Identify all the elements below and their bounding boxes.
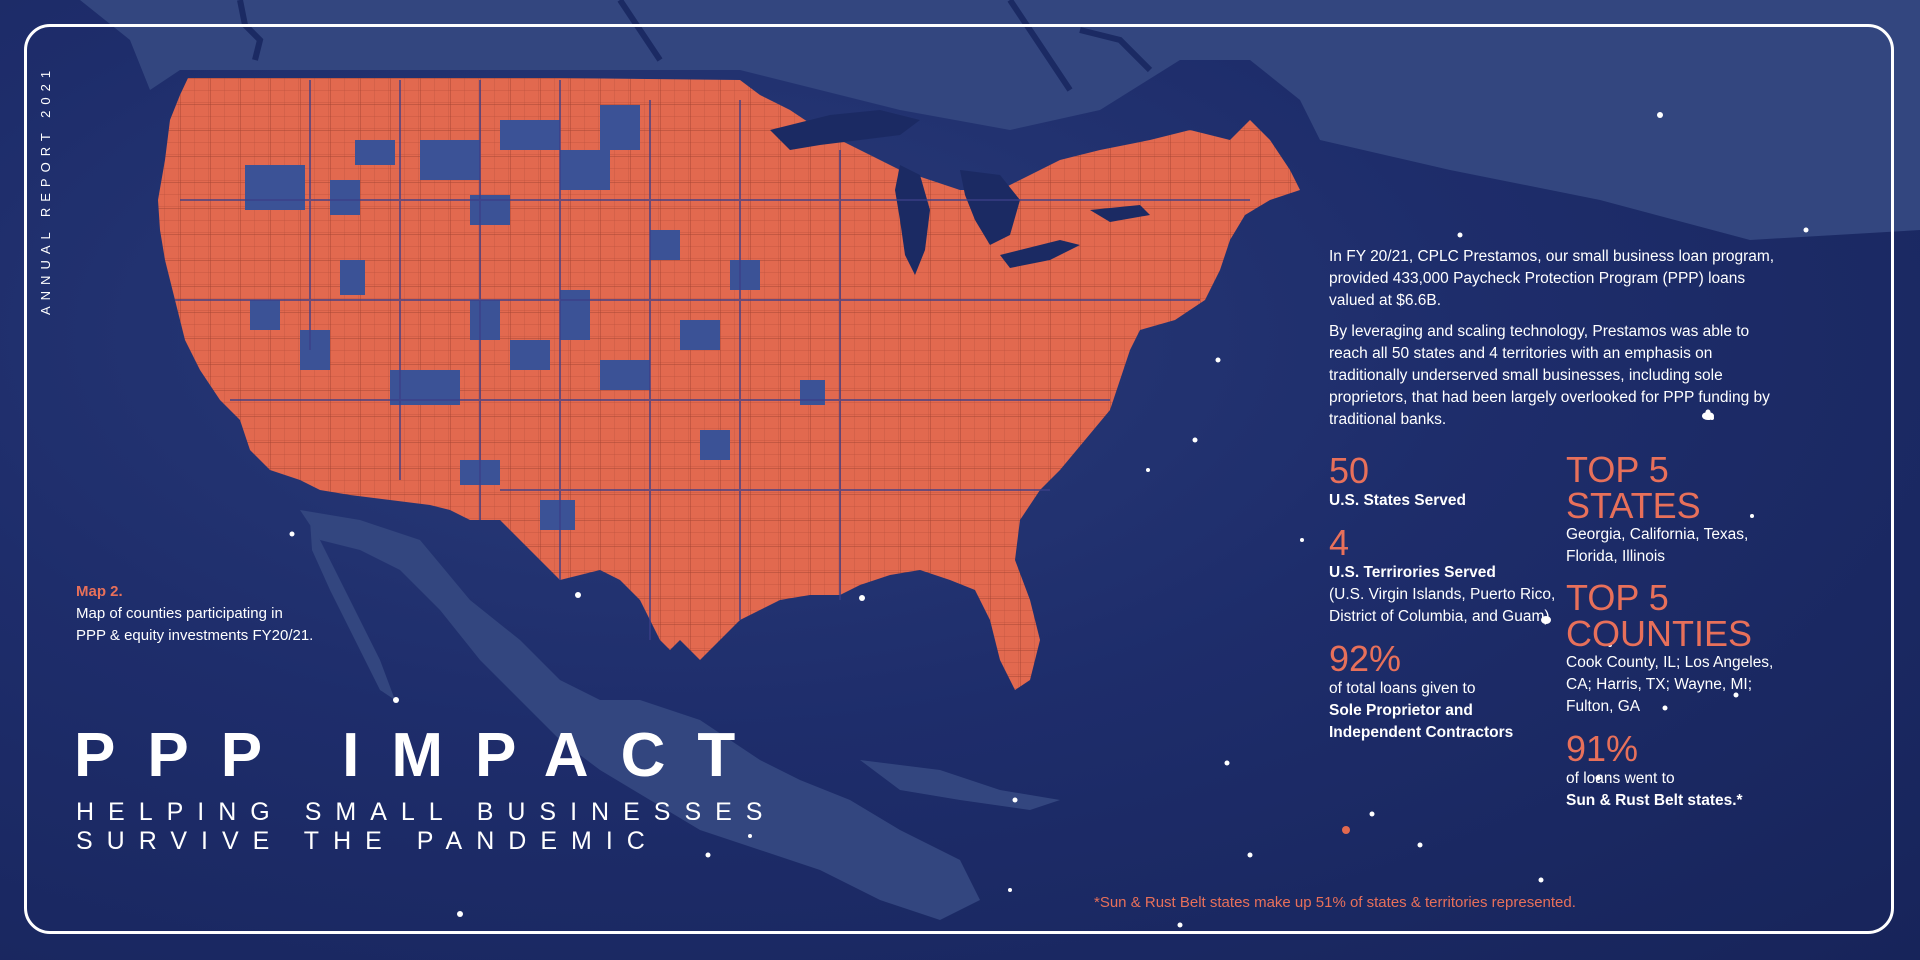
- stat-states-number: 50: [1329, 450, 1370, 491]
- intro-paragraph-2: By leveraging and scaling technology, Pr…: [1329, 323, 1770, 428]
- stat-sole-bold: Sole Proprietor and Independent Contract…: [1329, 702, 1514, 741]
- page-subheadline: HELPING SMALL BUSINESSES SURVIVE THE PAN…: [76, 798, 776, 856]
- canada-lakes: [237, 0, 1153, 92]
- stat-top-states: TOP 5 STATES Georgia, California, Texas,…: [1566, 452, 1796, 568]
- stat-territories-label: U.S. Terrirories Served: [1329, 564, 1496, 581]
- stat-sun-rust-belt: 91% of loans went to Sun & Rust Belt sta…: [1566, 730, 1796, 812]
- intro-text: In FY 20/21, CPLC Prestamos, our small b…: [1329, 246, 1789, 440]
- subhead-line-2: SURVIVE THE PANDEMIC: [76, 827, 659, 855]
- lake-ontario: [1090, 205, 1150, 222]
- state-boundaries: [175, 80, 1250, 640]
- map-caption-text: Map of counties participating in PPP & e…: [76, 605, 314, 644]
- stat-sole-text: of total loans given to: [1329, 680, 1476, 697]
- subhead-line-1: HELPING SMALL BUSINESSES: [76, 798, 777, 826]
- top-states-list: Georgia, California, Texas, Florida, Ill…: [1566, 526, 1749, 565]
- stat-territories: 4 U.S. Terrirories Served (U.S. Virgin I…: [1329, 524, 1559, 628]
- top-states-heading: TOP 5 STATES: [1566, 449, 1701, 526]
- stats-left-column: 50 U.S. States Served 4 U.S. Terrirories…: [1329, 448, 1559, 756]
- page-headline: PPP IMPACT: [74, 721, 768, 790]
- stat-territories-number: 4: [1329, 522, 1350, 563]
- top-counties-list: Cook County, IL; Los Angeles, CA; Harris…: [1566, 654, 1774, 715]
- stat-top-counties: TOP 5 COUNTIES Cook County, IL; Los Ange…: [1566, 580, 1796, 718]
- map-caption-title: Map 2.: [76, 583, 123, 600]
- map-caption: Map 2. Map of counties participating in …: [76, 581, 316, 647]
- stat-belt-number: 91%: [1566, 728, 1639, 769]
- canada-landmass: [0, 0, 1920, 240]
- stats-right-column: TOP 5 STATES Georgia, California, Texas,…: [1566, 448, 1796, 824]
- decorative-stars: [289, 112, 1809, 928]
- non-participating-counties: [245, 105, 825, 530]
- intro-paragraph-1: In FY 20/21, CPLC Prestamos, our small b…: [1329, 248, 1775, 309]
- footnote: *Sun & Rust Belt states make up 51% of s…: [1094, 894, 1576, 911]
- top-counties-heading: TOP 5 COUNTIES: [1566, 577, 1753, 654]
- lake-erie: [1000, 240, 1080, 268]
- stat-belt-bold: Sun & Rust Belt states.*: [1566, 792, 1743, 809]
- stat-territories-detail: (U.S. Virgin Islands, Puerto Rico, Distr…: [1329, 586, 1556, 625]
- caribbean-islands: [860, 760, 1060, 810]
- mexico-landmass: [300, 510, 980, 920]
- baja-peninsula: [310, 520, 395, 700]
- contiguous-us: [158, 78, 1300, 690]
- stat-sole-number: 92%: [1329, 638, 1402, 679]
- lake-superior: [770, 110, 920, 150]
- stat-states-label: U.S. States Served: [1329, 492, 1466, 509]
- stat-sole-proprietor: 92% of total loans given to Sole Proprie…: [1329, 640, 1559, 744]
- lake-michigan: [895, 165, 930, 275]
- stat-belt-text: of loans went to: [1566, 770, 1675, 787]
- lake-huron: [960, 170, 1020, 245]
- stat-states: 50 U.S. States Served: [1329, 452, 1559, 512]
- annual-report-label: ANNUAL REPORT 2021: [38, 64, 53, 315]
